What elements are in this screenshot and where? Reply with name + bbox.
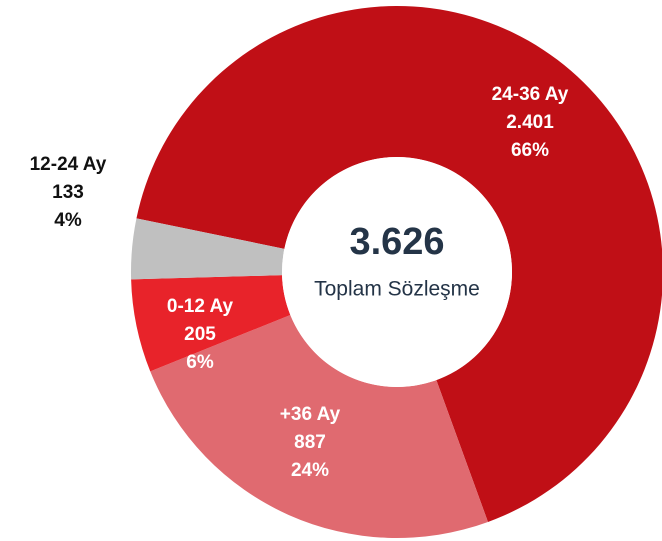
slice-share-label: 4% [54,210,82,231]
slice-category-label: 12-24 Ay [30,154,107,175]
slice-value-label: 887 [294,432,326,453]
slice-value-label: 2.401 [506,112,554,133]
slices [131,6,662,539]
slice-category-label: 24-36 Ay [492,84,569,105]
center-title: 3.626 [349,221,444,263]
center-subtitle: Toplam Sözleşme [314,278,480,301]
slice [150,314,488,539]
slice-category-label: +36 Ay [280,404,341,425]
slice-share-label: 24% [291,460,329,481]
slice [131,218,285,280]
slice-share-label: 66% [511,140,549,161]
slice [131,275,291,372]
slice-value-label: 205 [184,324,216,345]
slice-value-label: 133 [52,182,84,203]
slice-category-label: 0-12 Ay [167,296,234,317]
donut-hole [282,157,512,387]
slice-share-label: 6% [186,352,214,373]
slice [136,6,662,522]
